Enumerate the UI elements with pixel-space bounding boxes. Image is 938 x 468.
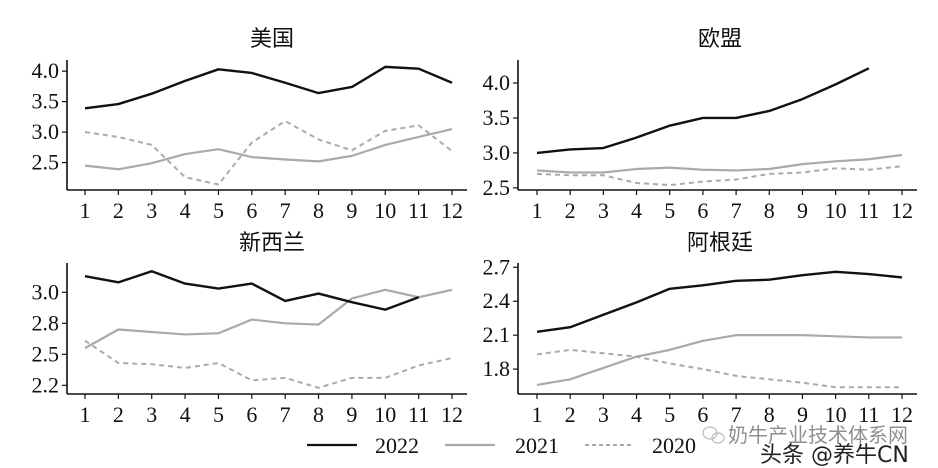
panel-1: 美国2.53.03.54.01 2 3 4 5 6 7 8 9 10 11 12 (32, 26, 467, 223)
y-tick-label: 2.5 (32, 150, 60, 175)
y-tick-label: 3.5 (483, 105, 511, 130)
y-tick-label: 2.8 (32, 310, 60, 335)
series-line-2022 (536, 270, 903, 333)
x-tick-label: 10 (374, 198, 396, 223)
x-tick-label: 11 (858, 198, 879, 223)
x-tick-label: 9 (797, 402, 808, 427)
x-tick-label: 12 (441, 198, 463, 223)
x-tick-label: 1 (532, 198, 543, 223)
y-tick-label: 3.5 (32, 89, 60, 114)
x-tick-label: 6 (246, 198, 257, 223)
panel-2: 欧盟2.53.03.54.01 2 3 4 5 6 7 8 9 10 11 12 (483, 26, 917, 223)
x-tick-label: 11 (408, 198, 429, 223)
x-tick-label: 3 (598, 402, 609, 427)
series-line-2022 (84, 65, 453, 110)
x-tick-label: 4 (180, 198, 191, 223)
x-tick-label: 11 (858, 402, 879, 427)
y-tick-label: 4.0 (483, 70, 511, 95)
x-tick-label: 1 (80, 402, 91, 427)
x-tick-label: 2 (565, 198, 576, 223)
series-line-2022 (536, 67, 870, 155)
x-tick-label: 9 (346, 198, 357, 223)
x-tick-label: 3 (598, 198, 609, 223)
x-tick-label: 5 (213, 402, 224, 427)
y-tick-label: 3.0 (32, 119, 60, 144)
panel-title: 新西兰 (239, 230, 305, 255)
x-tick-label: 5 (664, 402, 675, 427)
panel-title: 欧盟 (698, 26, 742, 51)
wechat-icon (702, 426, 725, 444)
x-tick-label: 6 (697, 402, 708, 427)
x-tick-label: 12 (891, 402, 913, 427)
x-tick-label: 9 (797, 198, 808, 223)
legend-label-2020: 2020 (652, 433, 696, 458)
x-tick-label: 5 (664, 198, 675, 223)
watermark-account: 头条 @养牛CN (760, 443, 909, 468)
series-line-2020 (536, 165, 903, 187)
y-tick-label: 2.1 (483, 322, 511, 347)
y-tick-label: 4.0 (32, 58, 60, 83)
y-tick-label: 2.4 (483, 288, 511, 313)
series-line-2021 (84, 288, 453, 350)
x-tick-label: 7 (731, 402, 742, 427)
x-tick-label: 10 (825, 198, 847, 223)
y-tick-label: 2.7 (483, 254, 511, 279)
x-tick-label: 2 (113, 402, 124, 427)
x-tick-label: 10 (374, 402, 396, 427)
x-tick-label: 12 (891, 198, 913, 223)
series-line-2021 (536, 153, 903, 174)
series-line-2021 (84, 127, 453, 171)
legend: 2022 2021 2020 (307, 433, 696, 458)
series-line-2020 (84, 339, 453, 389)
x-tick-label: 3 (146, 198, 157, 223)
series-line-2021 (536, 334, 902, 387)
x-tick-label: 4 (180, 402, 191, 427)
x-tick-label: 12 (441, 402, 463, 427)
y-tick-label: 3.0 (483, 140, 511, 165)
y-tick-label: 2.5 (483, 175, 511, 200)
y-tick-label: 1.8 (483, 356, 511, 381)
x-tick-label: 5 (213, 198, 224, 223)
x-tick-label: 11 (408, 402, 429, 427)
x-tick-label: 7 (280, 402, 291, 427)
panel-title: 美国 (250, 26, 294, 51)
x-tick-label: 10 (825, 402, 847, 427)
x-tick-label: 6 (246, 402, 257, 427)
x-tick-label: 8 (764, 402, 775, 427)
panel-title: 阿根廷 (687, 230, 753, 255)
x-tick-label: 7 (731, 198, 742, 223)
x-tick-label: 7 (280, 198, 291, 223)
legend-label-2021: 2021 (515, 433, 559, 458)
series-line-2022 (84, 270, 420, 311)
x-tick-label: 8 (313, 198, 324, 223)
x-tick-label: 4 (631, 198, 642, 223)
y-tick-label: 3.0 (32, 279, 60, 304)
x-tick-label: 1 (532, 402, 543, 427)
y-tick-label: 2.2 (32, 372, 60, 397)
x-tick-label: 1 (80, 198, 91, 223)
x-tick-label: 4 (631, 402, 642, 427)
x-tick-label: 8 (764, 198, 775, 223)
x-tick-label: 2 (565, 402, 576, 427)
y-tick-label: 2.5 (32, 341, 60, 366)
x-tick-label: 6 (697, 198, 708, 223)
x-tick-label: 8 (313, 402, 324, 427)
series-line-2020 (536, 348, 902, 389)
series-line-2020 (84, 120, 453, 186)
legend-label-2022: 2022 (375, 433, 419, 458)
watermark-source: 奶牛产业技术体系网 (728, 423, 908, 447)
x-tick-label: 2 (113, 198, 124, 223)
x-tick-label: 3 (146, 402, 157, 427)
x-tick-label: 9 (346, 402, 357, 427)
